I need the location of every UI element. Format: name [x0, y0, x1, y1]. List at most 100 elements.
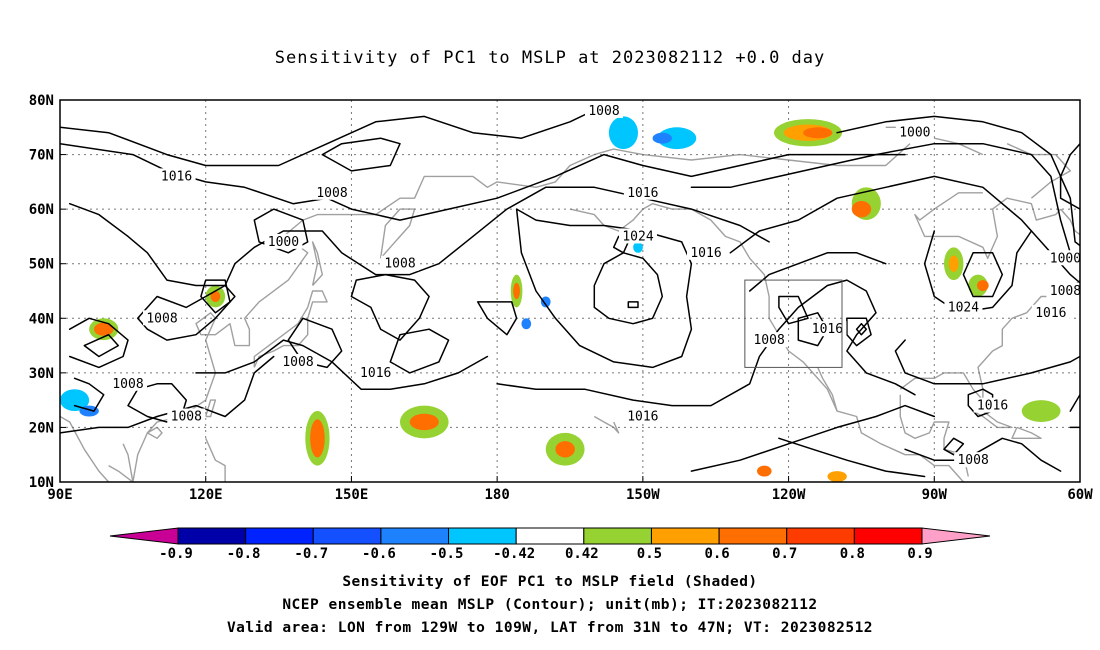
contour-label: 1016 — [812, 322, 843, 337]
mslp-contour — [1085, 155, 1100, 188]
mslp-contour — [846, 317, 872, 347]
valid-area-box — [744, 279, 843, 368]
shaded-patch — [827, 471, 847, 482]
colorbar-label: 0.5 — [637, 546, 662, 562]
shaded-patch — [1021, 400, 1061, 422]
shaded-patch — [94, 322, 114, 336]
contour-label: 1016 — [977, 399, 1008, 414]
contour-label-bg — [944, 299, 983, 315]
coastline — [205, 399, 217, 418]
colorbar-high-arrow — [921, 527, 991, 545]
contour-label: 1000 — [268, 235, 299, 250]
colorbar-swatch — [718, 527, 788, 545]
mslp-contour — [1069, 426, 1080, 429]
mslp-contour — [389, 328, 450, 374]
shaded-patch — [555, 441, 575, 458]
shaded-patch — [657, 127, 697, 150]
caption-valid-area: Valid area: LON from 129W to 109W, LAT f… — [226, 620, 874, 636]
shaded-patch — [513, 282, 520, 300]
colorbar-label: -0.42 — [493, 546, 535, 562]
shaded-patch — [608, 116, 639, 150]
contour-label: 1016 — [161, 169, 192, 184]
colorbar-swatch — [245, 527, 314, 545]
map-frame — [59, 99, 1081, 483]
contour-label-bg — [264, 233, 303, 249]
coastline — [253, 290, 328, 368]
mslp-contour — [1090, 291, 1100, 340]
lat-label: 70N — [29, 148, 54, 164]
contour-label: 1016 — [360, 366, 391, 381]
contour-label-bg — [585, 102, 623, 118]
mslp-contour — [904, 437, 1062, 472]
shaded-patch — [948, 255, 959, 272]
mslp-contour — [778, 437, 926, 478]
mslp-contour — [894, 339, 1080, 385]
mslp-contour — [690, 142, 1080, 260]
lon-label: 120E — [189, 487, 223, 503]
lat-label: 80N — [29, 93, 54, 109]
contour-label: 1008 — [171, 410, 202, 425]
contour-label-bg — [356, 364, 395, 380]
colorbar-label: -0.5 — [430, 546, 464, 562]
contour-label: 1008 — [112, 377, 143, 392]
contour-label: 1008 — [384, 257, 415, 272]
mslp-contour — [83, 333, 120, 358]
shaded-patch — [803, 127, 833, 139]
contour-label-bg — [687, 244, 725, 260]
contour-label-bg — [1031, 304, 1070, 320]
mslp-contour — [496, 279, 916, 407]
shaded-patch — [60, 389, 90, 412]
coastline — [899, 394, 969, 477]
contour-label-bg — [1046, 283, 1080, 298]
shaded-patch — [652, 132, 672, 144]
mslp-contour — [855, 322, 868, 336]
contour-label: 1016 — [1035, 306, 1066, 321]
colorbar-label: 0.8 — [840, 546, 865, 562]
contour-label-bg — [895, 124, 934, 140]
coastline — [899, 208, 1080, 401]
contour-label: 1008 — [588, 104, 619, 119]
lat-label: 20N — [29, 420, 54, 436]
mslp-contour — [943, 437, 965, 456]
mslp-contours — [60, 104, 1100, 478]
colorbar-swatch — [177, 527, 247, 545]
colorbar-low-arrow — [109, 527, 179, 545]
contour-label-bg — [109, 375, 147, 391]
lon-label: 90W — [922, 487, 948, 503]
mslp-contour — [690, 404, 936, 472]
lat-label: 40N — [29, 311, 54, 327]
mslp-contour — [287, 317, 343, 369]
contour-label: 1008 — [1050, 284, 1081, 299]
mslp-contour — [778, 295, 809, 325]
shaded-patch — [310, 419, 325, 458]
shaded-patch — [1095, 122, 1100, 144]
shaded-patch — [977, 280, 989, 291]
contour-label-bg — [619, 228, 657, 244]
contour-label: 1000 — [899, 126, 930, 141]
mslp-contour — [253, 208, 309, 254]
colorbar-label: -0.6 — [362, 546, 396, 562]
sensitivity-shading — [60, 116, 1100, 482]
shaded-patch — [521, 318, 532, 330]
colorbar-swatch — [312, 527, 382, 545]
contour-label: 1024 — [948, 300, 979, 315]
colorbar-swatch — [515, 527, 585, 545]
caption-shading: Sensitivity of EOF PC1 to MSLP field (Sh… — [342, 574, 758, 590]
mslp-contour — [1090, 417, 1100, 439]
colorbar-swatch — [448, 527, 517, 545]
lon-label: 90E — [47, 487, 72, 503]
mslp-contour — [627, 301, 639, 309]
contour-label: 1024 — [622, 229, 653, 244]
contour-label-bg — [973, 397, 1012, 413]
shaded-patch — [210, 291, 221, 302]
mslp-contour — [73, 377, 105, 412]
shaded-patch — [1090, 455, 1100, 477]
colorbar-label: 0.9 — [907, 546, 932, 562]
contour-label-bg — [750, 332, 789, 348]
shaded-patch — [409, 413, 439, 431]
contour-label-bg — [381, 255, 419, 271]
mslp-contour — [60, 355, 275, 434]
lon-label: 120W — [772, 487, 806, 503]
coastline — [205, 438, 226, 482]
